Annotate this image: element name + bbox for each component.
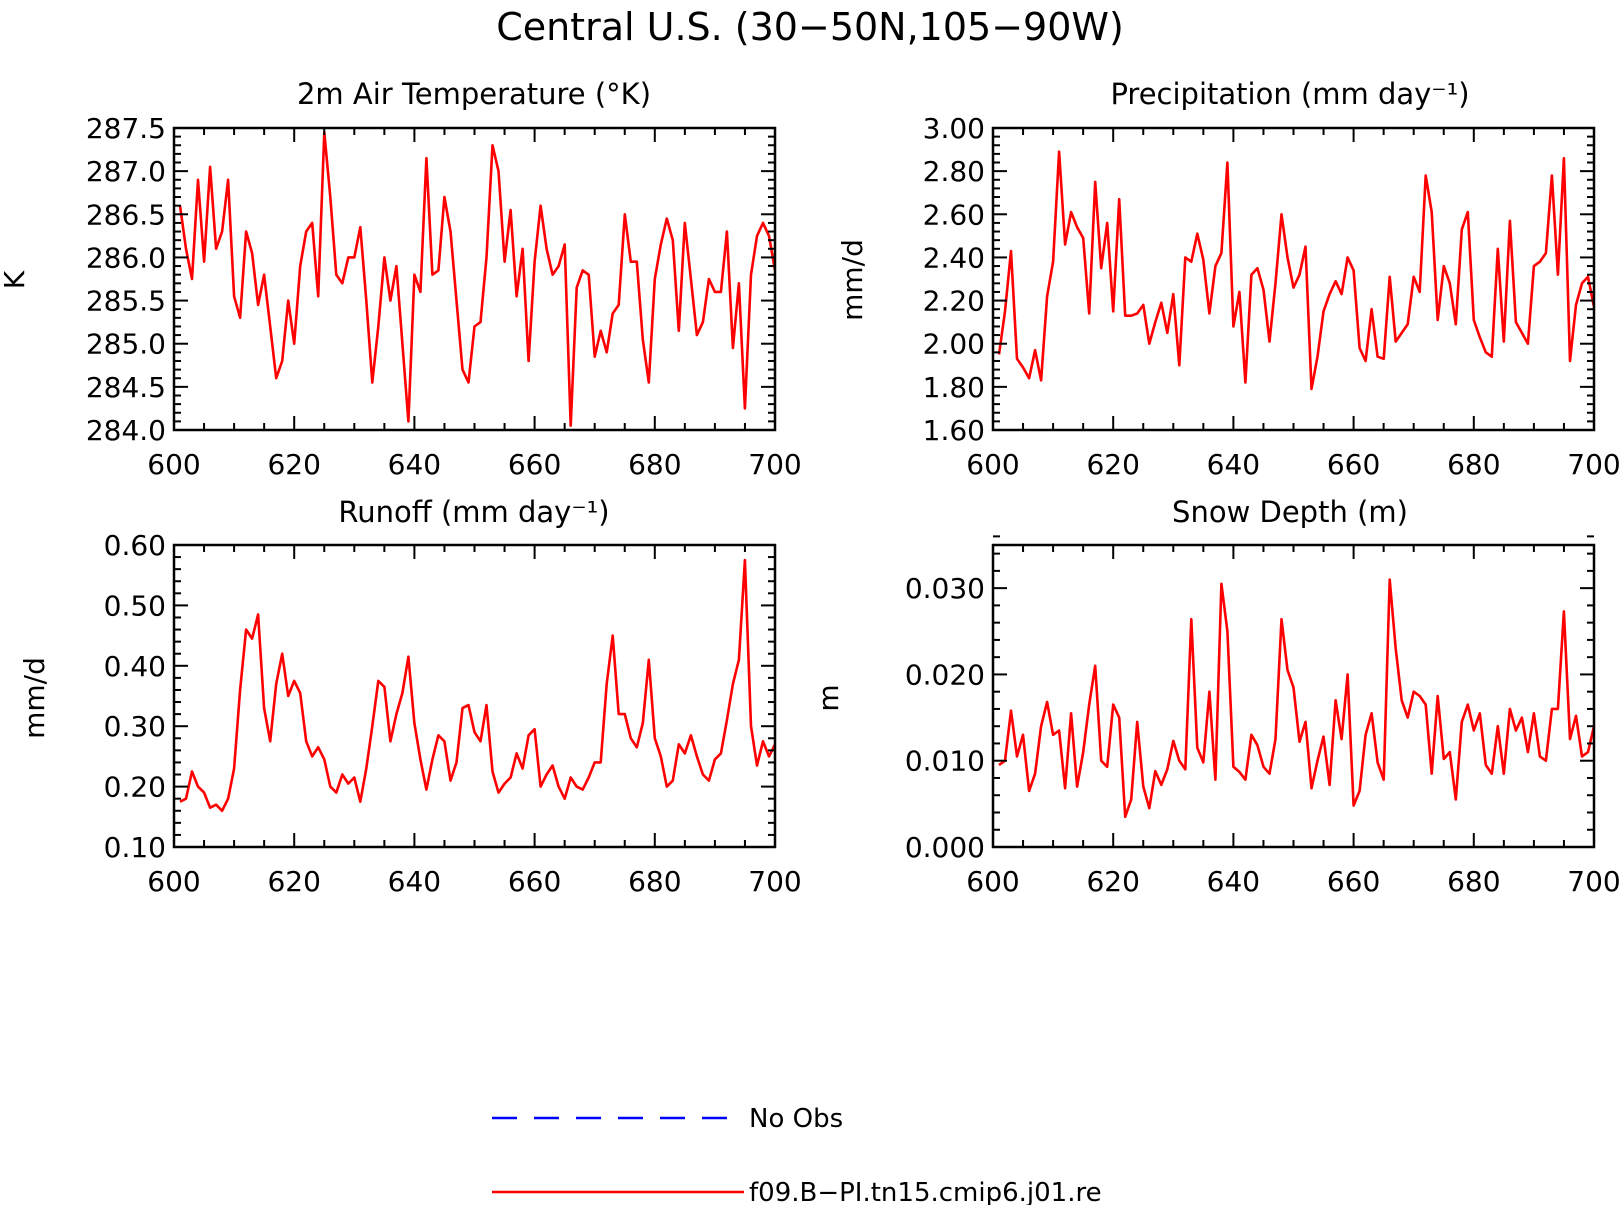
- panel-temperature-ylabel: K: [0, 270, 31, 289]
- panel-runoff-title: Runoff (mm day⁻¹): [338, 495, 609, 529]
- legend-no-obs-label: No Obs: [749, 1104, 843, 1134]
- panel-snow-depth-plot-xtick-label: 620: [1086, 865, 1139, 898]
- panel-snow-depth-title: Snow Depth (m): [1172, 495, 1408, 529]
- panel-precipitation-plot-xtick-label: 640: [1207, 448, 1260, 481]
- panel-temperature-plot-ytick-label: 285.0: [86, 328, 166, 361]
- figure-title: Central U.S. (30−50N,105−90W): [496, 5, 1124, 49]
- panel-snow-depth-plot-ytick-label: 0.030: [905, 572, 985, 605]
- panel-temperature-plot-ytick-label: 286.0: [86, 241, 166, 274]
- panel-precipitation-plot-series-line: [997, 150, 1596, 391]
- panel-precipitation-plot-frame: [991, 126, 1596, 432]
- panel-precipitation-title: Precipitation (mm day⁻¹): [1110, 77, 1469, 111]
- panel-runoff-plot-xtick-label: 700: [748, 865, 801, 898]
- panel-temperature-plot-xtick-label: 660: [508, 448, 561, 481]
- panel-snow-depth-plot-ytick-label: 0.020: [905, 658, 985, 691]
- panel-runoff-plot-ytick-label: 0.30: [104, 710, 166, 743]
- panel-snow-depth-plot-xtick-label: 640: [1207, 865, 1260, 898]
- legend-model-label: f09.B−PI.tn15.cmip6.j01.re: [749, 1178, 1102, 1205]
- panel-temperature-plot-xtick-label: 620: [267, 448, 320, 481]
- panel-snow-depth-ylabel: m: [812, 684, 845, 711]
- panel-temperature-plot-xtick-label: 700: [748, 448, 801, 481]
- panel-precipitation: Precipitation (mm day⁻¹) mm/d 600 620 640 6…: [836, 77, 1621, 481]
- panel-runoff-plot-xtick-label: 620: [267, 865, 320, 898]
- panel-precipitation-plot-xtick-label: 660: [1327, 448, 1380, 481]
- panel-snow-depth-plot-series-line: [998, 578, 1596, 819]
- panel-precipitation-plot: 600 620 640 660 680 700 1.60 1.80 2.00 2.20 2.40 2.…: [923, 112, 1621, 481]
- panel-runoff-plot-xtick-label: 660: [508, 865, 561, 898]
- panel-precipitation-plot-ytick-label: 2.80: [923, 155, 985, 188]
- panel-snow-depth: Snow Depth (m) m 600 620 640 660 680 700 0.000…: [812, 495, 1621, 898]
- panel-runoff-plot-ytick-label: 0.50: [104, 589, 166, 622]
- panel-precipitation-plot-xtick-label: 600: [966, 448, 1019, 481]
- legend: No Obs f09.B−PI.tn15.cmip6.j01.re: [492, 1104, 1102, 1205]
- panel-temperature-plot-ytick-label: 287.0: [86, 155, 166, 188]
- panel-snow-depth-plot-ytick-label: 0.000: [905, 831, 985, 864]
- panel-snow-depth-plot-ytick-label: 0.010: [905, 745, 985, 778]
- panel-snow-depth-plot: 600 620 640 660 680 700 0.000 0.010 0.020 0.030: [905, 535, 1621, 898]
- panel-precipitation-plot-ytick-label: 1.60: [923, 414, 985, 447]
- panel-runoff-plot-ytick-label: 0.20: [104, 771, 166, 804]
- panel-runoff-plot: 600 620 640 660 680 700 0.10 0.20 0.30 0.40 0.50 0.…: [104, 529, 802, 898]
- panel-precipitation-plot-ytick-label: 2.00: [923, 328, 985, 361]
- panel-precipitation-plot-ytick-label: 2.60: [923, 198, 985, 231]
- panel-runoff-plot-xtick-label: 640: [388, 865, 441, 898]
- panel-precipitation-plot-xtick-label: 620: [1086, 448, 1139, 481]
- panel-snow-depth-plot-xtick-label: 680: [1447, 865, 1500, 898]
- panel-temperature-plot-ytick-label: 285.5: [86, 285, 166, 318]
- panel-snow-depth-plot-xtick-label: 700: [1567, 865, 1620, 898]
- panel-temperature-plot-ytick-label: 287.5: [86, 112, 166, 145]
- panel-runoff-ylabel: mm/d: [18, 657, 51, 739]
- panel-runoff-plot-xtick-label: 680: [628, 865, 681, 898]
- panel-temperature-plot-xtick-label: 680: [628, 448, 681, 481]
- panel-runoff-plot-xtick-label: 600: [147, 865, 200, 898]
- panel-precipitation-plot-ytick-label: 2.40: [923, 241, 985, 274]
- panel-snow-depth-plot-xtick-label: 660: [1327, 865, 1380, 898]
- panel-runoff-plot-series-line: [179, 558, 777, 813]
- panel-temperature-plot: 600 620 640 660 680 700 284.0 284.5 285.0 285.5 28…: [86, 112, 802, 481]
- panel-temperature-plot-ytick-label: 286.5: [86, 198, 166, 231]
- panel-precipitation-plot-ytick-label: 2.20: [923, 285, 985, 318]
- panel-temperature-plot-ytick-label: 284.0: [86, 414, 166, 447]
- panel-runoff: Runoff (mm day⁻¹) mm/d 600 620 640 660 680 70…: [18, 495, 802, 898]
- panel-temperature-plot-ytick-label: 284.5: [86, 371, 166, 404]
- panel-runoff-plot-ytick-label: 0.10: [104, 831, 166, 864]
- panel-runoff-plot-ytick-label: 0.60: [104, 529, 166, 562]
- panel-temperature: 2m Air Temperature (°K) K 600 620 640 660 68…: [0, 77, 802, 481]
- panel-temperature-plot-xtick-label: 600: [147, 448, 200, 481]
- panel-precipitation-ylabel: mm/d: [836, 239, 869, 321]
- panel-precipitation-plot-ytick-label: 3.00: [923, 112, 985, 145]
- panel-runoff-plot-ytick-label: 0.40: [104, 650, 166, 683]
- panel-precipitation-plot-xtick-label: 700: [1567, 448, 1620, 481]
- panel-snow-depth-plot-xtick-label: 600: [966, 865, 1019, 898]
- panel-temperature-title: 2m Air Temperature (°K): [297, 77, 651, 111]
- panel-temperature-plot-series-line: [178, 131, 777, 428]
- panel-precipitation-plot-xtick-label: 680: [1447, 448, 1500, 481]
- panel-precipitation-plot-ytick-label: 1.80: [923, 371, 985, 404]
- panel-temperature-plot-xtick-label: 640: [388, 448, 441, 481]
